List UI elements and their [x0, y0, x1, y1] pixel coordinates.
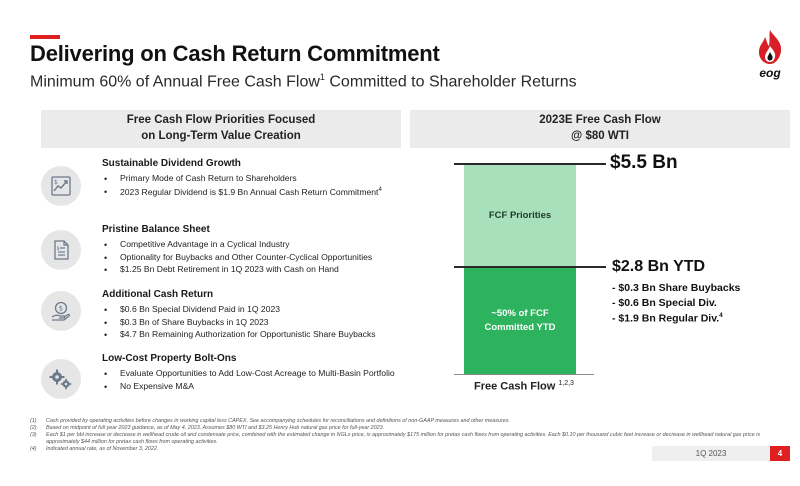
section-title: Pristine Balance Sheet — [102, 224, 210, 235]
x-axis-label-text: Free Cash Flow — [474, 380, 556, 393]
left-panel-header-line2: on Long-Term Value Creation — [141, 130, 301, 142]
bar-segment-label: FCF Priorities — [488, 210, 552, 221]
bullet-item: No Expensive M&A — [102, 381, 402, 393]
svg-text:$: $ — [59, 305, 63, 313]
footnotes: (1) Cash provided by operating activities… — [30, 418, 780, 453]
right-panel-header: 2023E Free Cash Flow @ $80 WTI — [410, 110, 790, 148]
subtitle-main: Minimum 60% of Annual Free Cash Flow — [30, 73, 320, 91]
ytd-value-label: $2.8 Bn YTD — [612, 258, 706, 275]
ytd-breakdown-item: - $0.3 Bn Share Buybacks — [612, 282, 741, 294]
bullet-item: $0.3 Bn of Share Buybacks in 1Q 2023 — [102, 317, 402, 329]
title-accent-bar — [30, 35, 60, 39]
ytd-marker-line — [454, 266, 606, 268]
bullet-text: $0.6 Bn Special Dividend Paid in 1Q 2023 — [120, 304, 281, 314]
section-property-bolt-ons: Low-Cost Property Bolt-Ons Evaluate Oppo… — [41, 353, 401, 413]
section-title: Low-Cost Property Bolt-Ons — [102, 353, 237, 364]
bullet-text: $1.25 Bn Debt Retirement in 1Q 2023 with… — [120, 264, 339, 275]
bullet-list: Evaluate Opportunities to Add Low-Cost A… — [102, 368, 402, 392]
ytd-breakdown-text: - $1.9 Bn Regular Div. — [612, 312, 720, 325]
svg-text:$: $ — [57, 246, 60, 252]
section-sustainable-dividend: $ Sustainable Dividend Growth Primary Mo… — [41, 158, 401, 218]
gears-icon — [41, 359, 81, 399]
bullet-text: 2023 Regular Dividend is $1.9 Bn Annual … — [120, 186, 379, 197]
footnote-number: (3) — [30, 432, 37, 439]
bullet-list: Competitive Advantage in a Cyclical Indu… — [102, 239, 402, 276]
bullet-list: $0.6 Bn Special Dividend Paid in 1Q 2023… — [102, 304, 402, 341]
bullet-item: $4.7 Bn Remaining Authorization for Oppo… — [102, 329, 402, 341]
footnote-text: Cash provided by operating activities be… — [46, 418, 510, 424]
bullet-text: $0.3 Bn of Share Buybacks in 1Q 2023 — [120, 316, 269, 327]
bullet-item: $1.25 Bn Debt Retirement in 1Q 2023 with… — [102, 264, 402, 276]
bar-segment-committed-ytd: ~50% of FCF Committed YTD — [464, 267, 576, 374]
svg-text:$: $ — [54, 179, 58, 186]
footnote-item: (1) Cash provided by operating activities… — [30, 418, 780, 425]
total-value-label: $5.5 Bn — [610, 152, 678, 173]
balance-sheet-icon: $ — [41, 230, 81, 270]
footnote-ref: 1,2,3 — [558, 380, 574, 387]
footnote-item: (2) Based on midpoint of full year 2023 g… — [30, 425, 780, 432]
footnote-text: Based on midpoint of full year 2023 guid… — [46, 425, 385, 432]
bullet-item: Primary Mode of Cash Return to Sharehold… — [102, 173, 402, 185]
bar-segment-fcf-priorities: FCF Priorities — [464, 164, 576, 267]
page-title: Delivering on Cash Return Commitment — [30, 41, 440, 66]
left-panel-header-line1: Free Cash Flow Priorities Focused — [126, 114, 316, 127]
footnote-ref: 4 — [378, 186, 382, 193]
footnote-text: Each $1 per bbl increase or decrease in … — [46, 432, 761, 446]
footnote-number: (4) — [30, 446, 37, 453]
page-number: 4 — [770, 446, 790, 461]
left-panel-header: Free Cash Flow Priorities Focused on Lon… — [41, 110, 401, 148]
footnote-item: (4) Indicated annual rate, as of November… — [30, 446, 780, 453]
bullet-text: Primary Mode of Cash Return to Sharehold… — [120, 173, 297, 183]
x-axis-line — [454, 374, 594, 375]
ytd-breakdown-item: - $0.6 Bn Special Div. — [612, 297, 717, 310]
section-title: Sustainable Dividend Growth — [102, 158, 241, 169]
bullet-list: Primary Mode of Cash Return to Sharehold… — [102, 173, 402, 198]
growth-chart-icon: $ — [41, 166, 81, 206]
footnote-number: (1) — [30, 418, 37, 424]
ytd-breakdown-item: - $1.9 Bn Regular Div.4 — [612, 311, 740, 327]
bar-segment-label-line2: Committed YTD — [484, 321, 556, 333]
ytd-breakdown-list: - $0.3 Bn Share Buybacks - $0.6 Bn Speci… — [612, 281, 740, 327]
logo-text: eog — [759, 66, 781, 80]
bullet-text: Optionality for Buybacks and Other Count… — [120, 251, 373, 262]
footnote-item: (3) Each $1 per bbl increase or decrease … — [30, 432, 780, 446]
page-subtitle: Minimum 60% of Annual Free Cash Flow1 Co… — [30, 72, 577, 91]
bullet-item: 2023 Regular Dividend is $1.9 Bn Annual … — [102, 186, 402, 199]
bullet-text: No Expensive M&A — [120, 380, 195, 391]
bullet-item: $0.6 Bn Special Dividend Paid in 1Q 2023 — [102, 304, 402, 316]
bullet-text: Competitive Advantage in a Cyclical Indu… — [120, 239, 290, 249]
fcf-stacked-bar-chart: FCF Priorities ~50% of FCF Committed YTD… — [410, 150, 790, 400]
section-title: Additional Cash Return — [102, 289, 214, 300]
cash-hand-icon: $ — [41, 291, 81, 331]
section-body: Pristine Balance Sheet Competitive Advan… — [102, 224, 402, 277]
footnote-ref: 4 — [719, 312, 723, 320]
company-logo: eog — [752, 28, 788, 80]
section-balance-sheet: $ Pristine Balance Sheet Competitive Adv… — [41, 224, 401, 284]
bar-segment-label-line1: ~50% of FCF — [491, 307, 549, 319]
footer-date: 1Q 2023 — [652, 446, 770, 461]
total-marker-line — [454, 163, 606, 165]
section-body: Low-Cost Property Bolt-Ons Evaluate Oppo… — [102, 353, 402, 393]
bullet-item: Evaluate Opportunities to Add Low-Cost A… — [102, 368, 402, 380]
right-panel-header-line1: 2023E Free Cash Flow — [539, 114, 661, 127]
right-panel-header-line2: @ $80 WTI — [571, 130, 629, 142]
bullet-item: Competitive Advantage in a Cyclical Indu… — [102, 239, 402, 251]
footnote-text: Indicated annual rate, as of November 3,… — [46, 446, 159, 453]
flame-icon — [759, 30, 782, 64]
subtitle-rest: Committed to Shareholder Returns — [324, 73, 577, 91]
subtitle-footnote-ref: 1 — [319, 72, 325, 82]
bullet-text: Evaluate Opportunities to Add Low-Cost A… — [120, 368, 395, 378]
section-body: Additional Cash Return $0.6 Bn Special D… — [102, 289, 402, 342]
section-body: Sustainable Dividend Growth Primary Mode… — [102, 158, 402, 199]
bullet-text: $4.7 Bn Remaining Authorization for Oppo… — [120, 329, 376, 340]
x-axis-label: Free Cash Flow 1,2,3 — [474, 380, 574, 393]
section-additional-cash-return: $ Additional Cash Return $0.6 Bn Special… — [41, 289, 401, 349]
footnote-number: (2) — [30, 425, 37, 432]
bullet-item: Optionality for Buybacks and Other Count… — [102, 252, 402, 264]
